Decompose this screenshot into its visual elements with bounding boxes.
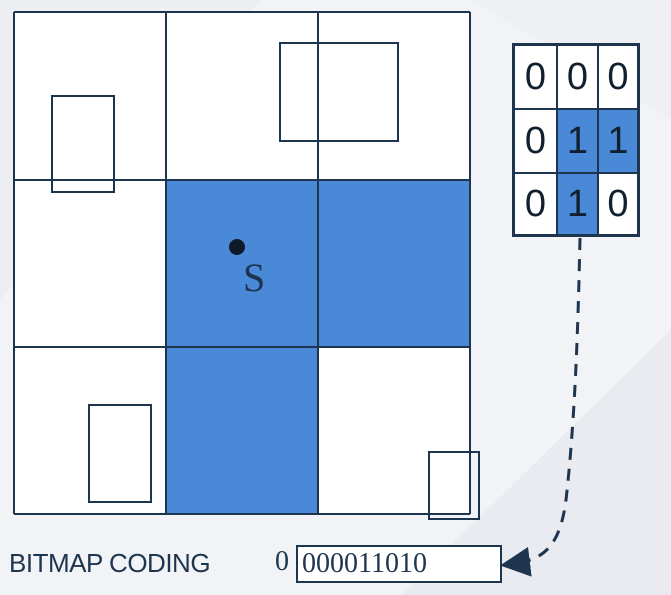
matrix-cell-r1-c0: 0 [514, 109, 557, 173]
object-rect-bottom-right [428, 451, 480, 520]
grid-cell-r2-c2 [318, 347, 470, 514]
bitmap-code-prefix: 0 [275, 546, 289, 577]
grid-cell-r2-c0 [14, 347, 166, 514]
grid-cell-r2-c1 [166, 347, 318, 514]
matrix-cell-r2-c2: 0 [598, 173, 638, 235]
object-rect-top-right [279, 42, 399, 142]
grid-line-vertical [317, 12, 319, 514]
grid-cell-r1-c2 [318, 180, 470, 347]
bitmap-coding-label: BITMAP CODING [9, 548, 211, 578]
matrix-cell-r0-c2: 0 [598, 45, 638, 109]
object-rect-bottom-left [88, 404, 152, 503]
grid-cell-r0-c2 [318, 12, 470, 180]
grid-line-horizontal [14, 346, 470, 348]
matrix-cell-r0-c0: 0 [514, 45, 557, 109]
bitmap-code-value: 000011010 [296, 545, 502, 583]
grid-line-vertical [165, 12, 167, 514]
grid-line-horizontal [14, 513, 470, 515]
grid-line-horizontal [14, 11, 470, 13]
grid-line-vertical [469, 12, 471, 514]
grid-cell-r0-c1 [166, 12, 318, 180]
query-point-label: S [243, 255, 266, 300]
grid-line-vertical [13, 12, 15, 514]
matrix-cell-r2-c0: 0 [514, 173, 557, 235]
grid-cell-r1-c0 [14, 180, 166, 347]
matrix-cell-r2-c1: 1 [557, 173, 598, 235]
object-rect-top-left [51, 95, 115, 193]
grid-line-horizontal [14, 179, 470, 181]
matrix-cell-r1-c1: 1 [557, 109, 598, 173]
query-point [229, 239, 245, 255]
grid-cell-r1-c1 [166, 180, 318, 347]
matrix-cell-r1-c2: 1 [598, 109, 638, 173]
matrix-cell-r0-c1: 0 [557, 45, 598, 109]
